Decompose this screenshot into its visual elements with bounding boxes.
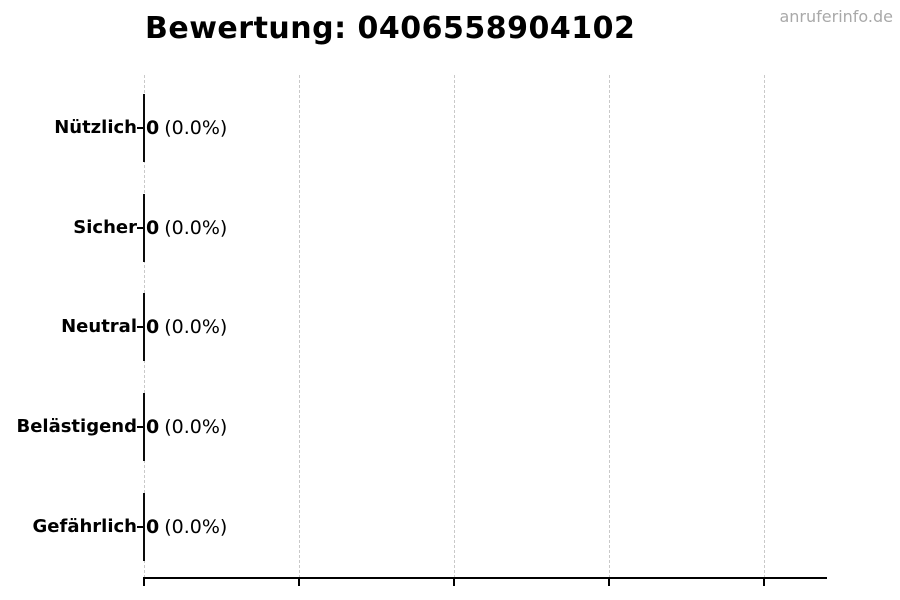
bar-count: 0 bbox=[146, 117, 160, 139]
category-label: Gefährlich bbox=[32, 516, 137, 537]
bar-percent: (0.0%) bbox=[164, 416, 228, 438]
zero-width-bar bbox=[143, 293, 145, 361]
bar-count: 0 bbox=[146, 416, 160, 438]
watermark-anruferinfo: anruferinfo.de bbox=[779, 7, 893, 26]
category-label: Sicher bbox=[73, 217, 137, 238]
x-axis-line bbox=[143, 577, 827, 579]
bar-value-label: 0 (0.0%) bbox=[146, 315, 227, 339]
bar-count: 0 bbox=[146, 316, 160, 338]
y-axis-tick bbox=[137, 326, 144, 328]
bar-value-label: 0 (0.0%) bbox=[146, 116, 227, 140]
bar-count: 0 bbox=[146, 217, 160, 239]
y-axis-tick bbox=[137, 127, 144, 129]
bar-percent: (0.0%) bbox=[164, 117, 228, 139]
bar-percent: (0.0%) bbox=[164, 316, 228, 338]
vertical-gridline bbox=[299, 75, 300, 578]
y-axis-tick bbox=[137, 227, 144, 229]
category-label: Nützlich bbox=[54, 117, 137, 138]
bar-count: 0 bbox=[146, 516, 160, 538]
x-axis-tick bbox=[298, 578, 300, 586]
category-label: Belästigend bbox=[16, 416, 137, 437]
x-axis-tick bbox=[763, 578, 765, 586]
vertical-gridline bbox=[764, 75, 765, 578]
y-axis-tick bbox=[137, 526, 144, 528]
zero-width-bar bbox=[143, 493, 145, 561]
bar-value-label: 0 (0.0%) bbox=[146, 515, 227, 539]
zero-width-bar bbox=[143, 94, 145, 162]
chart-title: Bewertung: 0406558904102 bbox=[145, 11, 636, 46]
category-label: Neutral bbox=[61, 316, 137, 337]
bar-value-label: 0 (0.0%) bbox=[146, 216, 227, 240]
zero-width-bar bbox=[143, 194, 145, 262]
x-axis-tick bbox=[608, 578, 610, 586]
bar-percent: (0.0%) bbox=[164, 516, 228, 538]
zero-width-bar bbox=[143, 393, 145, 461]
bar-value-label: 0 (0.0%) bbox=[146, 415, 227, 439]
y-axis-tick bbox=[137, 426, 144, 428]
x-axis-tick bbox=[143, 578, 145, 586]
x-axis-tick bbox=[453, 578, 455, 586]
vertical-gridline bbox=[609, 75, 610, 578]
vertical-gridline bbox=[454, 75, 455, 578]
bar-percent: (0.0%) bbox=[164, 217, 228, 239]
